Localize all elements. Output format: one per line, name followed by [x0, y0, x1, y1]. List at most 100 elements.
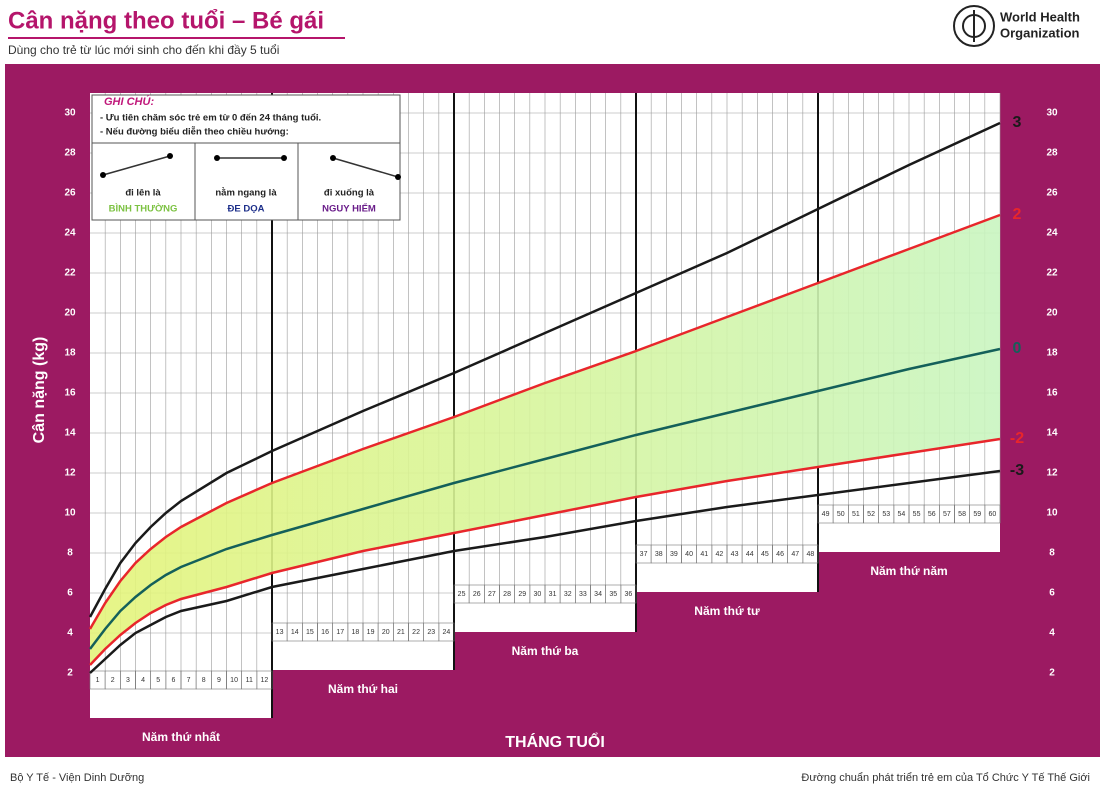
- x-tick-label: 1: [96, 677, 100, 684]
- x-tick-label: 53: [882, 511, 890, 518]
- x-tick-label: 14: [291, 629, 299, 636]
- x-tick-label: 47: [791, 551, 799, 558]
- x-tick-label: 9: [217, 677, 221, 684]
- x-tick-label: 58: [958, 511, 966, 518]
- x-tick-label: 45: [761, 551, 769, 558]
- x-tick-label: 5: [156, 677, 160, 684]
- note-item: đi lên là: [125, 188, 161, 199]
- period-label: Năm thứ hai: [328, 682, 398, 696]
- x-tick-label: 37: [640, 551, 648, 558]
- y-tick-label: 4: [67, 628, 73, 639]
- curve-label: -3: [1010, 462, 1024, 479]
- note-text: - Nếu đường biểu diễn theo chiều hướng:: [100, 127, 289, 138]
- period-label: Năm thứ ba: [512, 644, 579, 658]
- x-tick-label: 52: [867, 511, 875, 518]
- y-tick-label: 12: [64, 468, 76, 479]
- subtitle: Dùng cho trẻ từ lúc mới sinh cho đến khi…: [8, 43, 279, 57]
- normal-band: [90, 215, 1000, 665]
- y-tick-label: 20: [64, 308, 76, 319]
- x-tick-label: 28: [503, 591, 511, 598]
- y-tick-label: 24: [64, 228, 76, 239]
- note-item: nằm ngang là: [215, 187, 277, 199]
- x-tick-label: 25: [458, 591, 466, 598]
- y-tick-label: 6: [1049, 588, 1055, 599]
- x-tick-label: 40: [685, 551, 693, 558]
- y-tick-label: 24: [1046, 228, 1058, 239]
- x-tick-label: 29: [518, 591, 526, 598]
- x-tick-label: 12: [261, 677, 269, 684]
- x-tick-label: 8: [202, 677, 206, 684]
- y-tick-label: 16: [1046, 388, 1058, 399]
- y-tick-label: 8: [1049, 548, 1055, 559]
- org-name: World Health: [1000, 9, 1080, 24]
- y-tick-label: 30: [64, 108, 76, 119]
- curve: [89, 437, 1001, 666]
- x-tick-label: 27: [488, 591, 496, 598]
- y-tick-label: 10: [1046, 508, 1058, 519]
- y-tick-label: 28: [1046, 148, 1058, 159]
- x-tick-label: 26: [473, 591, 481, 598]
- curve-label: 0: [1013, 340, 1022, 357]
- x-tick-label: 15: [306, 629, 314, 636]
- x-tick-label: 50: [837, 511, 845, 518]
- note-status: ĐE DỌA: [228, 204, 265, 215]
- x-tick-label: 17: [336, 629, 344, 636]
- footer-right: Đường chuẩn phát triển trẻ em của Tổ Chứ…: [801, 772, 1090, 784]
- curve: [88, 121, 1001, 618]
- month-cell: [802, 544, 819, 564]
- x-tick-label: 24: [443, 629, 451, 636]
- x-tick-label: 18: [352, 629, 360, 636]
- y-tick-label: 8: [67, 548, 73, 559]
- y-tick-label: 26: [64, 188, 76, 199]
- x-tick-label: 43: [731, 551, 739, 558]
- x-tick-label: 22: [412, 629, 420, 636]
- x-tick-label: 19: [367, 629, 375, 636]
- x-tick-label: 21: [397, 629, 405, 636]
- note-status: NGUY HIỂM: [322, 203, 376, 215]
- x-tick-label: 10: [230, 677, 238, 684]
- y-tick-label: 30: [1046, 108, 1058, 119]
- note-title: GHI CHÚ:: [104, 95, 154, 108]
- y-tick-label: 14: [64, 428, 76, 439]
- month-cell: [256, 670, 273, 690]
- who-logo: [953, 5, 995, 47]
- y-tick-label: 14: [1046, 428, 1058, 439]
- x-tick-label: 54: [898, 511, 906, 518]
- curve: [89, 347, 1001, 650]
- x-tick-label: 6: [171, 677, 175, 684]
- period-label: Năm thứ năm: [870, 564, 947, 578]
- x-tick-label: 39: [670, 551, 678, 558]
- x-tick-label: 33: [579, 591, 587, 598]
- x-tick-label: 38: [655, 551, 663, 558]
- y-tick-label: 2: [67, 668, 73, 679]
- x-tick-label: 51: [852, 511, 860, 518]
- x-tick-label: 7: [187, 677, 191, 684]
- x-tick-label: 34: [594, 591, 602, 598]
- y-tick-label: 4: [1049, 628, 1055, 639]
- y-tick-label: 12: [1046, 468, 1058, 479]
- month-cell: [438, 622, 455, 642]
- x-tick-label: 23: [427, 629, 435, 636]
- period-label: Năm thứ tư: [694, 604, 760, 618]
- y-tick-label: 18: [1046, 348, 1058, 359]
- x-tick-label: 30: [534, 591, 542, 598]
- y-tick-label: 22: [64, 268, 76, 279]
- x-tick-label: 56: [928, 511, 936, 518]
- y-tick-label: 2: [1049, 668, 1055, 679]
- curve-label: 3: [1013, 114, 1022, 131]
- period-label: Năm thứ nhất: [142, 730, 220, 744]
- title: Cân nặng theo tuổi – Bé gái: [8, 7, 324, 34]
- footer-left: Bộ Y Tế - Viện Dinh Dưỡng: [10, 772, 144, 784]
- month-cell: [984, 504, 1001, 524]
- y-tick-label: 18: [64, 348, 76, 359]
- x-tick-label: 57: [943, 511, 951, 518]
- y-tick-label: 22: [1046, 268, 1058, 279]
- x-tick-label: 32: [564, 591, 572, 598]
- x-tick-label: 48: [807, 551, 815, 558]
- y-tick-label: 20: [1046, 308, 1058, 319]
- month-cell: [620, 584, 637, 604]
- x-tick-label: 59: [973, 511, 981, 518]
- x-tick-label: 49: [822, 511, 830, 518]
- x-tick-label: 2: [111, 677, 115, 684]
